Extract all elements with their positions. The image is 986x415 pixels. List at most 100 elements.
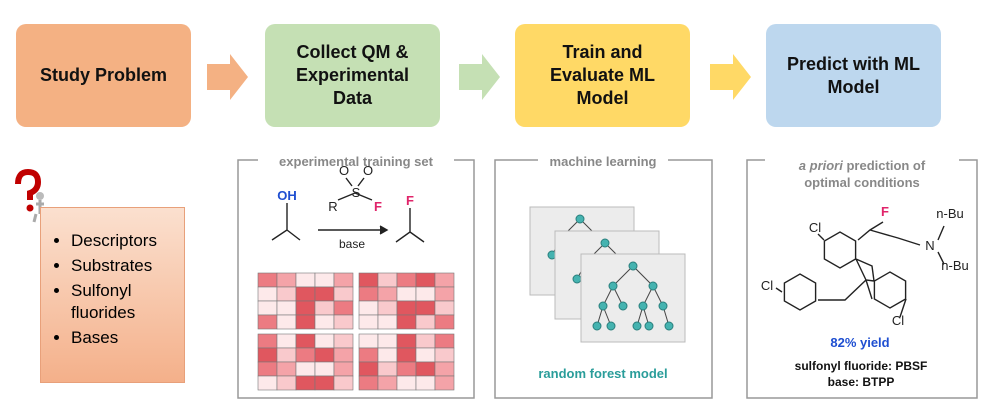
- heat-cell: [396, 286, 417, 302]
- title-text: prediction of: [846, 158, 925, 173]
- heat-cell: [358, 300, 379, 316]
- heat-cell: [377, 361, 398, 377]
- heat-cell: [333, 375, 354, 391]
- tree-node: [592, 321, 602, 331]
- heat-cell: [434, 361, 455, 377]
- heat-cell: [257, 347, 278, 363]
- heat-cell: [396, 333, 417, 349]
- atom: F: [374, 199, 382, 214]
- atom: n-Bu: [936, 206, 963, 221]
- heat-cell: [415, 375, 436, 391]
- heat-cell: [358, 314, 379, 330]
- list-item: Descriptors: [71, 230, 184, 252]
- heat-cell: [314, 272, 335, 288]
- tree-node: [638, 301, 648, 311]
- heat-cell: [434, 375, 455, 391]
- heat-cell: [358, 347, 379, 363]
- tree-node: [572, 274, 582, 284]
- heat-cell: [333, 300, 354, 316]
- heat-cell: [257, 286, 278, 302]
- arrow: [710, 54, 751, 100]
- heat-cell: [415, 314, 436, 330]
- molecule: [775, 221, 945, 318]
- tree-node: [598, 301, 608, 311]
- heat-cell: [415, 286, 436, 302]
- heat-cell: [257, 272, 278, 288]
- heatmap: [257, 272, 455, 391]
- tree-node: [644, 321, 654, 331]
- heat-cell: [434, 333, 455, 349]
- heat-cell: [314, 347, 335, 363]
- atom: R: [328, 199, 337, 214]
- list-item: Substrates: [71, 255, 184, 277]
- heat-cell: [276, 314, 297, 330]
- heat-cell: [276, 333, 297, 349]
- heat-cell: [396, 300, 417, 316]
- heat-cell: [314, 375, 335, 391]
- heat-cell: [295, 286, 316, 302]
- result: 82% yield: [830, 335, 889, 350]
- tree-edge: [612, 265, 634, 287]
- heat-cell: [333, 333, 354, 349]
- heat-cell: [377, 347, 398, 363]
- tree-edge: [632, 265, 654, 287]
- heat-cell: [276, 375, 297, 391]
- heat-cell: [295, 375, 316, 391]
- tree-node: [632, 321, 642, 331]
- panel-title: a priori prediction of: [799, 158, 926, 173]
- tree-node: [600, 238, 610, 248]
- heat-cell: [295, 333, 316, 349]
- title-italic: a priori: [799, 158, 843, 173]
- heat-cell: [314, 361, 335, 377]
- heat-cell: [415, 347, 436, 363]
- heat-cell: [276, 347, 297, 363]
- heat-cell: [434, 314, 455, 330]
- condition: sulfonyl fluoride: PBSF: [795, 359, 928, 373]
- caption: random forest model: [538, 366, 667, 381]
- step-box: Collect QM & Experimental Data: [265, 24, 440, 127]
- heat-cell: [377, 333, 398, 349]
- heat-cell: [434, 272, 455, 288]
- heat-cell: [257, 375, 278, 391]
- heat-cell: [358, 286, 379, 302]
- step-box: Train and Evaluate ML Model: [515, 24, 690, 127]
- heat-cell: [314, 300, 335, 316]
- heat-cell: [333, 286, 354, 302]
- heat-cell: [295, 300, 316, 316]
- title-gap: [765, 152, 959, 188]
- panel-title: experimental training set: [279, 154, 434, 169]
- heat-cell: [295, 361, 316, 377]
- arrow: [459, 54, 500, 100]
- ring: [783, 273, 817, 311]
- heat-cell: [314, 333, 335, 349]
- atom: Cl: [892, 313, 904, 328]
- heat-cell: [415, 272, 436, 288]
- panel-title: optimal conditions: [804, 175, 920, 190]
- heat-cell: [415, 333, 436, 349]
- atom: n-Bu: [941, 258, 968, 273]
- atom: S: [352, 185, 361, 200]
- atom: O: [363, 163, 373, 178]
- heat-cell: [276, 300, 297, 316]
- list-item: Bases: [71, 327, 184, 349]
- heat-cell: [377, 286, 398, 302]
- heat-cell: [257, 361, 278, 377]
- tree-node: [575, 214, 585, 224]
- heat-cell: [257, 333, 278, 349]
- atom: F: [406, 193, 414, 208]
- heat-cell: [396, 272, 417, 288]
- heat-cell: [377, 314, 398, 330]
- atom: N: [925, 238, 934, 253]
- ring: [873, 271, 907, 309]
- atom: Cl: [761, 278, 773, 293]
- title-gap: [538, 152, 668, 168]
- heat-cell: [276, 272, 297, 288]
- tree-node: [658, 301, 668, 311]
- heat-cell: [257, 300, 278, 316]
- tree-node: [606, 321, 616, 331]
- atom: F: [881, 204, 889, 219]
- heat-cell: [276, 361, 297, 377]
- tree-node: [664, 321, 674, 331]
